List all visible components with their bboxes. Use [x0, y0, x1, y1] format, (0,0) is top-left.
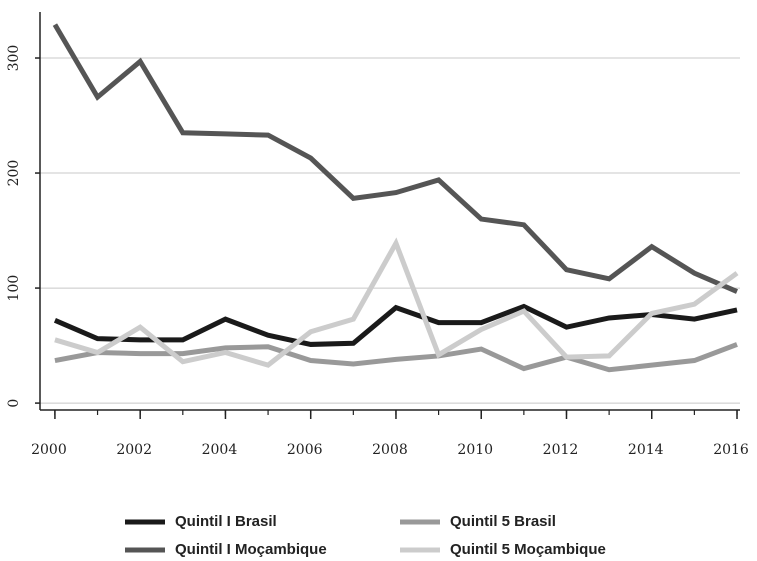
x-tick-label: 2012: [543, 442, 579, 458]
x-tick-label: 2014: [628, 442, 664, 458]
legend-label: Quintil 5 Moçambique: [450, 541, 606, 558]
x-tick-label: 2008: [372, 442, 408, 458]
x-tick-label: 2000: [31, 442, 67, 458]
y-tick-label: 200: [6, 160, 22, 187]
y-tick-label: 0: [6, 399, 22, 408]
x-tick-label: 2016: [713, 442, 749, 458]
legend-label: Quintil I Brasil: [175, 513, 277, 530]
x-tick-label: 2010: [457, 442, 493, 458]
x-tick-label: 2006: [287, 442, 323, 458]
legend-label: Quintil I Moçambique: [175, 541, 327, 558]
series-line: [53, 303, 738, 347]
series-line: [54, 237, 739, 368]
x-tick-label: 2002: [116, 442, 152, 458]
series-line: [54, 342, 738, 373]
legend-label: Quintil 5 Brasil: [450, 513, 556, 530]
y-tick-label: 300: [6, 45, 22, 72]
y-tick-label: 100: [6, 275, 22, 302]
x-tick-label: 2004: [202, 442, 238, 458]
series-line: [52, 23, 739, 294]
